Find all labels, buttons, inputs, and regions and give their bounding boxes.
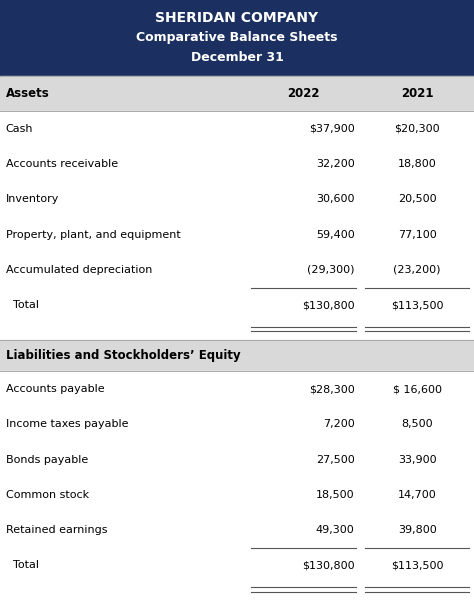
- Text: Inventory: Inventory: [6, 195, 59, 204]
- Bar: [0, 76, 474, 111]
- Bar: [0, 111, 474, 147]
- Text: (23,200): (23,200): [393, 265, 441, 275]
- Text: 30,600: 30,600: [316, 195, 355, 204]
- Text: $ 16,600: $ 16,600: [392, 384, 442, 394]
- Bar: [0, 147, 474, 182]
- Bar: [0, 371, 474, 407]
- Text: 59,400: 59,400: [316, 230, 355, 240]
- Bar: [0, 252, 474, 288]
- Text: 2021: 2021: [401, 87, 433, 100]
- Text: Total: Total: [6, 561, 39, 570]
- Text: (29,300): (29,300): [307, 265, 355, 275]
- Bar: [0, 407, 474, 442]
- Text: $130,800: $130,800: [302, 300, 355, 310]
- Bar: [0, 288, 474, 323]
- Text: 49,300: 49,300: [316, 525, 355, 535]
- Text: Comparative Balance Sheets: Comparative Balance Sheets: [136, 32, 338, 44]
- Text: 77,100: 77,100: [398, 230, 437, 240]
- Text: 32,200: 32,200: [316, 159, 355, 169]
- Text: SHERIDAN COMPANY: SHERIDAN COMPANY: [155, 11, 319, 26]
- Text: 18,800: 18,800: [398, 159, 437, 169]
- Text: $113,500: $113,500: [391, 561, 443, 570]
- Bar: [0, 217, 474, 252]
- Bar: [0, 477, 474, 513]
- Text: 20,500: 20,500: [398, 195, 437, 204]
- Bar: [0, 513, 474, 548]
- Text: 2022: 2022: [287, 87, 319, 100]
- Bar: [0, 182, 474, 217]
- Text: Accounts receivable: Accounts receivable: [6, 159, 118, 169]
- Bar: [0, 340, 474, 371]
- Text: 7,200: 7,200: [323, 420, 355, 429]
- Text: Income taxes payable: Income taxes payable: [6, 420, 128, 429]
- Text: Retained earnings: Retained earnings: [6, 525, 107, 535]
- Text: December 31: December 31: [191, 51, 283, 64]
- Text: $113,500: $113,500: [391, 300, 443, 310]
- Text: 33,900: 33,900: [398, 455, 437, 465]
- Text: Accounts payable: Accounts payable: [6, 384, 104, 394]
- Text: Cash: Cash: [6, 124, 33, 134]
- Text: Total: Total: [6, 300, 39, 310]
- Bar: [0, 583, 474, 608]
- Bar: [0, 442, 474, 477]
- Bar: [0, 0, 474, 76]
- Text: 8,500: 8,500: [401, 420, 433, 429]
- Text: $130,800: $130,800: [302, 561, 355, 570]
- Text: Liabilities and Stockholders’ Equity: Liabilities and Stockholders’ Equity: [6, 349, 240, 362]
- Text: 27,500: 27,500: [316, 455, 355, 465]
- Text: $20,300: $20,300: [394, 124, 440, 134]
- Text: 39,800: 39,800: [398, 525, 437, 535]
- Bar: [0, 548, 474, 583]
- Text: Common stock: Common stock: [6, 490, 89, 500]
- Text: $37,900: $37,900: [309, 124, 355, 134]
- Text: 14,700: 14,700: [398, 490, 437, 500]
- Text: Assets: Assets: [6, 87, 49, 100]
- Text: Accumulated depreciation: Accumulated depreciation: [6, 265, 152, 275]
- Text: Property, plant, and equipment: Property, plant, and equipment: [6, 230, 181, 240]
- Text: Bonds payable: Bonds payable: [6, 455, 88, 465]
- Text: $28,300: $28,300: [309, 384, 355, 394]
- Text: 18,500: 18,500: [316, 490, 355, 500]
